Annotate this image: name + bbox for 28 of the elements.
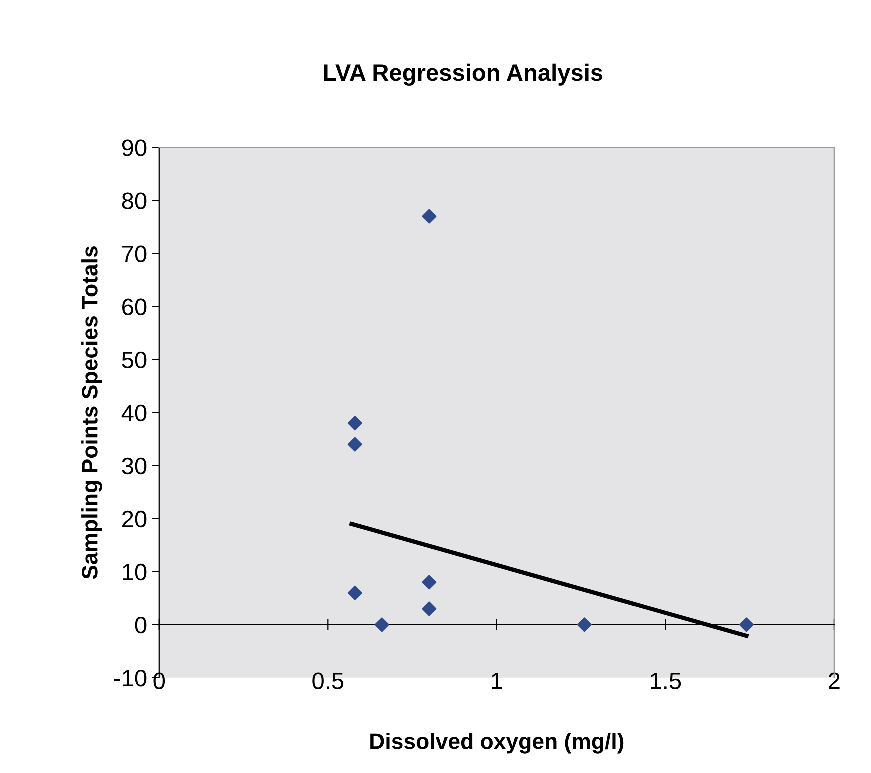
point (348, 586, 362, 600)
point (422, 209, 437, 224)
y-tick-label: 0 (135, 616, 147, 634)
chart-title: LVA Regression Analysis (324, 64, 603, 86)
y-tick-label: 10 (123, 564, 147, 581)
y-tick-label: 40 (122, 404, 147, 422)
x-tick-label: 0 (154, 672, 166, 690)
point (422, 575, 437, 590)
point (422, 602, 437, 616)
x-tick-label: 2 (829, 672, 840, 690)
x-tick-label: 0.5 (312, 672, 344, 690)
y-axis-title: Sampling Points Species Totals (82, 246, 102, 580)
point (348, 416, 362, 431)
y-tick-label: 30 (122, 458, 147, 475)
x-axis-title: Dissolved oxygen (mg/l) (370, 733, 624, 754)
y-tick-label: -10 (114, 670, 147, 687)
y-tick-label: 80 (122, 192, 147, 210)
x-tick-label: 1.5 (651, 672, 682, 690)
point (374, 618, 390, 632)
point (739, 618, 754, 632)
y-tick-label: 20 (122, 510, 147, 528)
y-tick-label: 60 (122, 298, 147, 316)
point (577, 618, 592, 632)
x-tick-label: 1 (492, 672, 502, 690)
y-tick-label: 70 (122, 246, 147, 262)
y-tick-label: 90 (122, 140, 147, 156)
point (348, 437, 362, 452)
y-tick-label: 50 (122, 352, 147, 369)
